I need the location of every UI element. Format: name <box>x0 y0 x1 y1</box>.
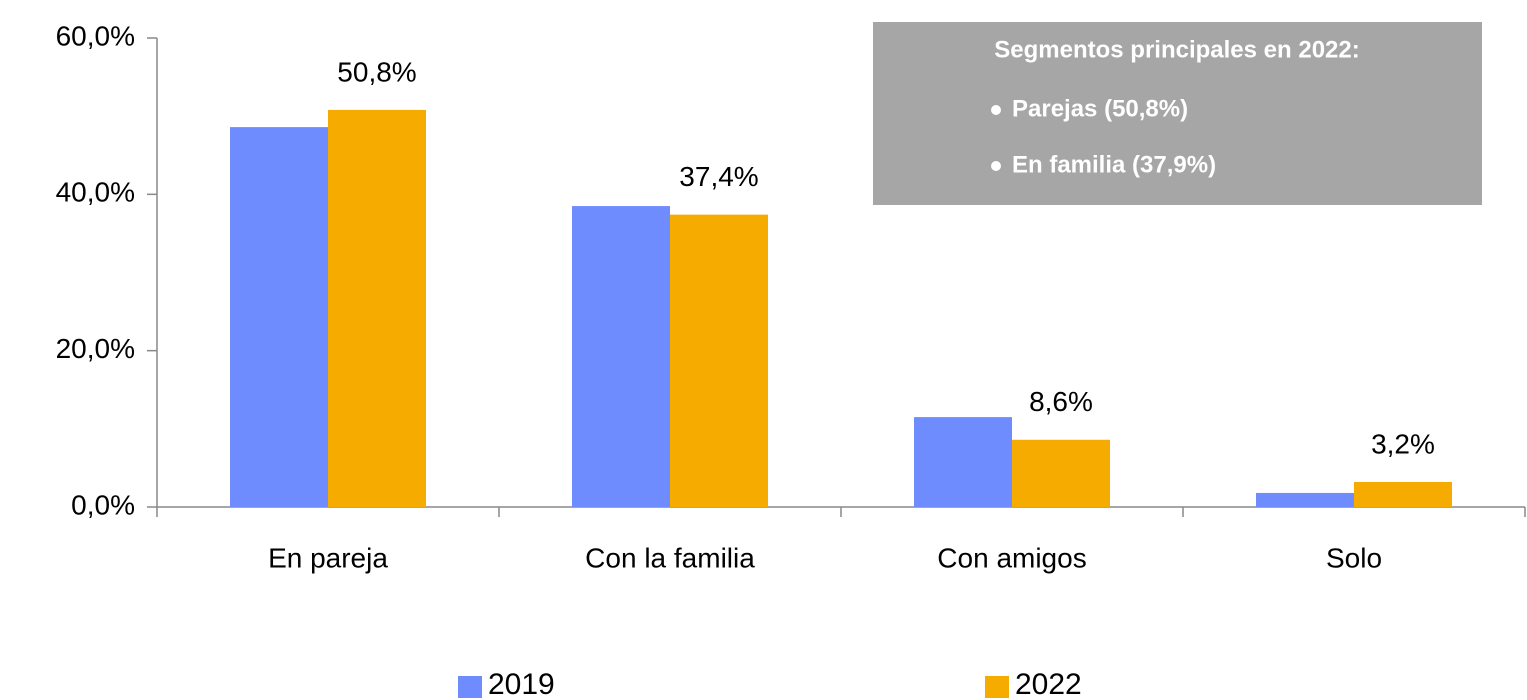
data-label: 37,4% <box>679 161 758 192</box>
data-label: 8,6% <box>1029 386 1093 417</box>
y-tick-label: 20,0% <box>56 333 135 364</box>
annotation-box <box>873 22 1482 205</box>
x-tick-label: Con la familia <box>585 542 755 573</box>
legend-swatch <box>985 676 1009 698</box>
annotation-item: En familia (37,9%) <box>1012 151 1216 178</box>
bullet <box>991 105 1001 115</box>
bullet <box>991 161 1001 171</box>
legend-label: 2019 <box>488 668 555 700</box>
bar <box>1354 481 1452 507</box>
y-tick-label: 60,0% <box>56 20 135 51</box>
y-tick-label: 40,0% <box>56 177 135 208</box>
bar <box>230 127 328 508</box>
bar <box>914 417 1012 507</box>
x-tick-label: Solo <box>1326 542 1382 573</box>
x-tick-label: En pareja <box>268 542 388 573</box>
bar <box>572 206 670 507</box>
y-tick-label: 0,0% <box>71 489 135 520</box>
annotation-title: Segmentos principales en 2022: <box>994 36 1359 63</box>
legend-label: 2022 <box>1015 668 1082 700</box>
bar <box>328 109 426 507</box>
bar <box>1256 492 1354 507</box>
x-tick-label: Con amigos <box>937 542 1086 573</box>
data-label: 3,2% <box>1371 428 1435 459</box>
bar <box>1012 439 1110 507</box>
data-label: 50,8% <box>337 56 416 87</box>
legend-swatch <box>458 676 482 698</box>
annotation-item: Parejas (50,8%) <box>1012 95 1188 122</box>
bar <box>670 214 768 507</box>
